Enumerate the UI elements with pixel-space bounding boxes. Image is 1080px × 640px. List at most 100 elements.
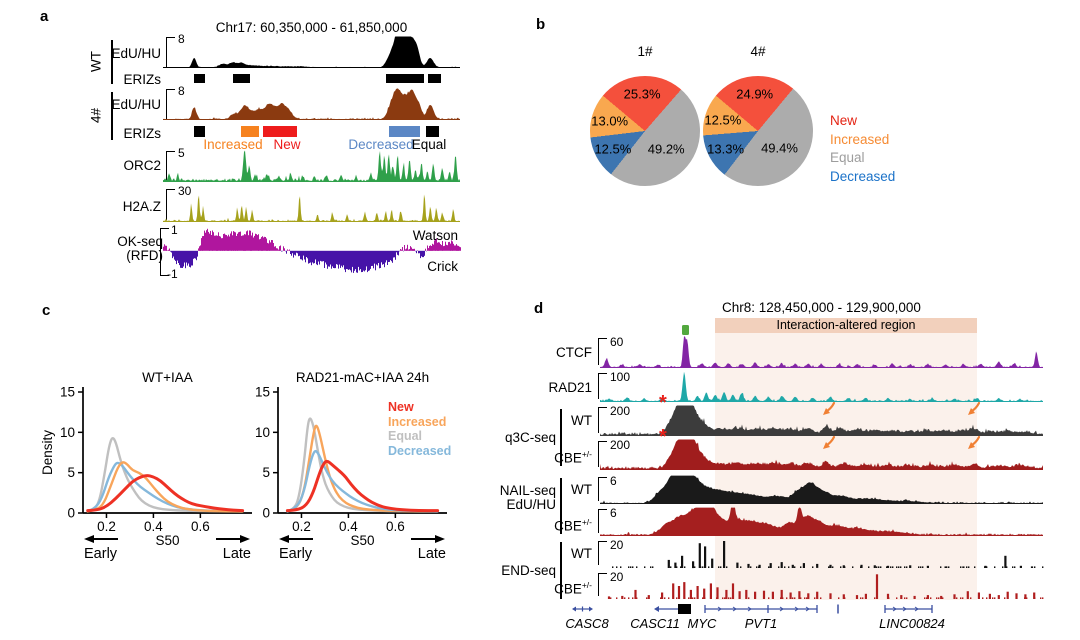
track-label-end-cbe: CBE+/- xyxy=(554,580,592,597)
orange-arrow-icon xyxy=(821,435,837,451)
signal-track-4-edu xyxy=(163,88,460,120)
panel-a-letter: a xyxy=(40,8,49,25)
group-4-bracket xyxy=(111,92,113,140)
scale-bracket xyxy=(160,228,169,252)
svg-text:0.2: 0.2 xyxy=(97,519,116,534)
group-label-edu-hu: EdU/HU xyxy=(506,497,556,512)
scale-value: 60 xyxy=(610,335,624,349)
scale-bracket xyxy=(598,338,607,365)
track-label-erizs-wt: ERIZs xyxy=(123,72,161,87)
track-label-ctcf: CTCF xyxy=(556,345,592,360)
scale-bracket xyxy=(160,252,169,276)
svg-text:10: 10 xyxy=(255,425,270,440)
track-label-q3c-wt: WT xyxy=(571,413,592,428)
category-label-increased: Increased xyxy=(203,137,263,152)
track-label-okseq-2: (RFD) xyxy=(126,248,163,263)
legend-item-new: New xyxy=(830,113,858,128)
scale-value: 8 xyxy=(178,32,185,46)
svg-text:15: 15 xyxy=(255,385,270,400)
eriz-box-eriz xyxy=(385,74,425,83)
pie-slice-label-new: 24.9% xyxy=(736,86,774,102)
svg-text:Late: Late xyxy=(418,546,446,562)
legend-item-equal: Equal xyxy=(388,429,423,443)
watson-label: Watson xyxy=(412,228,458,243)
svg-text:0.6: 0.6 xyxy=(191,519,210,534)
svg-text:5: 5 xyxy=(262,465,270,480)
scale-value: 6 xyxy=(610,506,617,520)
svg-text:Early: Early xyxy=(279,546,313,562)
signal-track-ctcf xyxy=(600,336,1043,368)
signal-track-end-cbe xyxy=(600,573,1044,599)
signal-track-okseq xyxy=(163,226,461,280)
category-label-decreased: Decreased xyxy=(348,137,414,152)
svg-text:0.4: 0.4 xyxy=(339,519,358,534)
scale-bracket xyxy=(598,373,607,399)
density-plot-wt-iaa: WT+IAA 0 5 10 15 0.2 0.4 0.6 Density S50 Early Late xyxy=(40,368,255,563)
svg-text:0.4: 0.4 xyxy=(144,519,163,534)
signal-track-nail-cbe xyxy=(600,507,1043,536)
track-label-edu-wt: EdU/HU xyxy=(111,46,161,61)
scale-value: 8 xyxy=(178,84,185,98)
density-plot-rad21: RAD21-mAC+IAA 24h 0 5 10 15 0.2 0.4 0.6 S50 Early… xyxy=(235,368,450,563)
scale-value: 200 xyxy=(610,438,631,452)
svg-text:Density: Density xyxy=(40,430,55,475)
svg-text:RAD21-mAC+IAA 24h: RAD21-mAC+IAA 24h xyxy=(296,370,429,385)
gene-track xyxy=(570,602,960,616)
scale-value: 100 xyxy=(610,370,631,384)
track-label-erizs-4: ERIZs xyxy=(123,126,161,141)
density-legend: New Increased Equal Decreased xyxy=(388,400,451,458)
orange-arrow-icon xyxy=(966,435,982,451)
scale-value: 20 xyxy=(610,570,624,584)
scale-bracket xyxy=(598,573,607,596)
signal-track-q3c-wt xyxy=(600,405,1043,436)
scale-bracket xyxy=(598,541,607,565)
legend-item-increased: Increased xyxy=(388,414,447,429)
scale-bracket xyxy=(598,441,607,467)
group-wt-bracket xyxy=(111,40,113,84)
scale-value: 6 xyxy=(610,474,617,488)
group-bracket-q3c xyxy=(560,409,562,466)
scale-value: 1 xyxy=(171,223,178,237)
legend-item-new: New xyxy=(388,400,414,414)
panel-d-letter: d xyxy=(534,300,544,317)
eriz-box-eriz xyxy=(233,74,250,83)
gene-label-myc: MYC xyxy=(687,616,717,631)
signal-track-h2az xyxy=(163,190,460,222)
category-labels: Increased New Decreased Equal xyxy=(0,137,1080,152)
svg-text:WT+IAA: WT+IAA xyxy=(142,370,193,385)
crick-label: Crick xyxy=(427,259,458,274)
red-asterisk-marker: * xyxy=(659,426,667,448)
eriz-box-new xyxy=(263,126,297,137)
signal-track-rad21 xyxy=(600,371,1043,402)
category-label-equal: Equal xyxy=(411,137,447,152)
signal-track-wt-edu xyxy=(163,36,460,68)
pie-1-title: 1# xyxy=(637,44,653,59)
panel-c-letter: c xyxy=(42,302,51,319)
svg-text:S50: S50 xyxy=(155,533,179,548)
scale-bracket xyxy=(598,509,607,533)
scale-value: -1 xyxy=(167,267,178,281)
group-bracket-nail xyxy=(560,478,562,534)
pie-slice-label-equal: 49.2% xyxy=(647,141,685,156)
gene-label-casc8: CASC8 xyxy=(565,616,609,631)
eriz-box-equal xyxy=(425,126,439,137)
eriz-box-increased xyxy=(241,126,259,137)
orange-arrow-icon xyxy=(821,401,837,417)
scale-value: 200 xyxy=(610,404,631,418)
svg-text:0.2: 0.2 xyxy=(292,519,311,534)
pie-slice-label-decreased: 12.5% xyxy=(594,141,632,157)
track-label-q3c-cbe: CBE+/- xyxy=(554,449,592,466)
eriz-box-equal xyxy=(194,126,205,137)
gene-label-casc11: CASC11 xyxy=(630,616,680,631)
svg-text:10: 10 xyxy=(60,425,75,440)
pie-slice-label-increased: 12.5% xyxy=(704,112,742,128)
pie-legend: New Increased Equal Decreased xyxy=(830,112,895,186)
eriz-box-eriz xyxy=(427,74,442,83)
gene-label-linc00824: LINC00824 xyxy=(879,616,945,631)
eriz-row-wt xyxy=(163,74,460,83)
track-label-orc2: ORC2 xyxy=(123,158,161,173)
signal-track-q3c-cbe xyxy=(600,439,1043,470)
signal-track-end-wt xyxy=(600,541,1044,569)
pie-slice-label-equal: 49.4% xyxy=(761,140,798,156)
